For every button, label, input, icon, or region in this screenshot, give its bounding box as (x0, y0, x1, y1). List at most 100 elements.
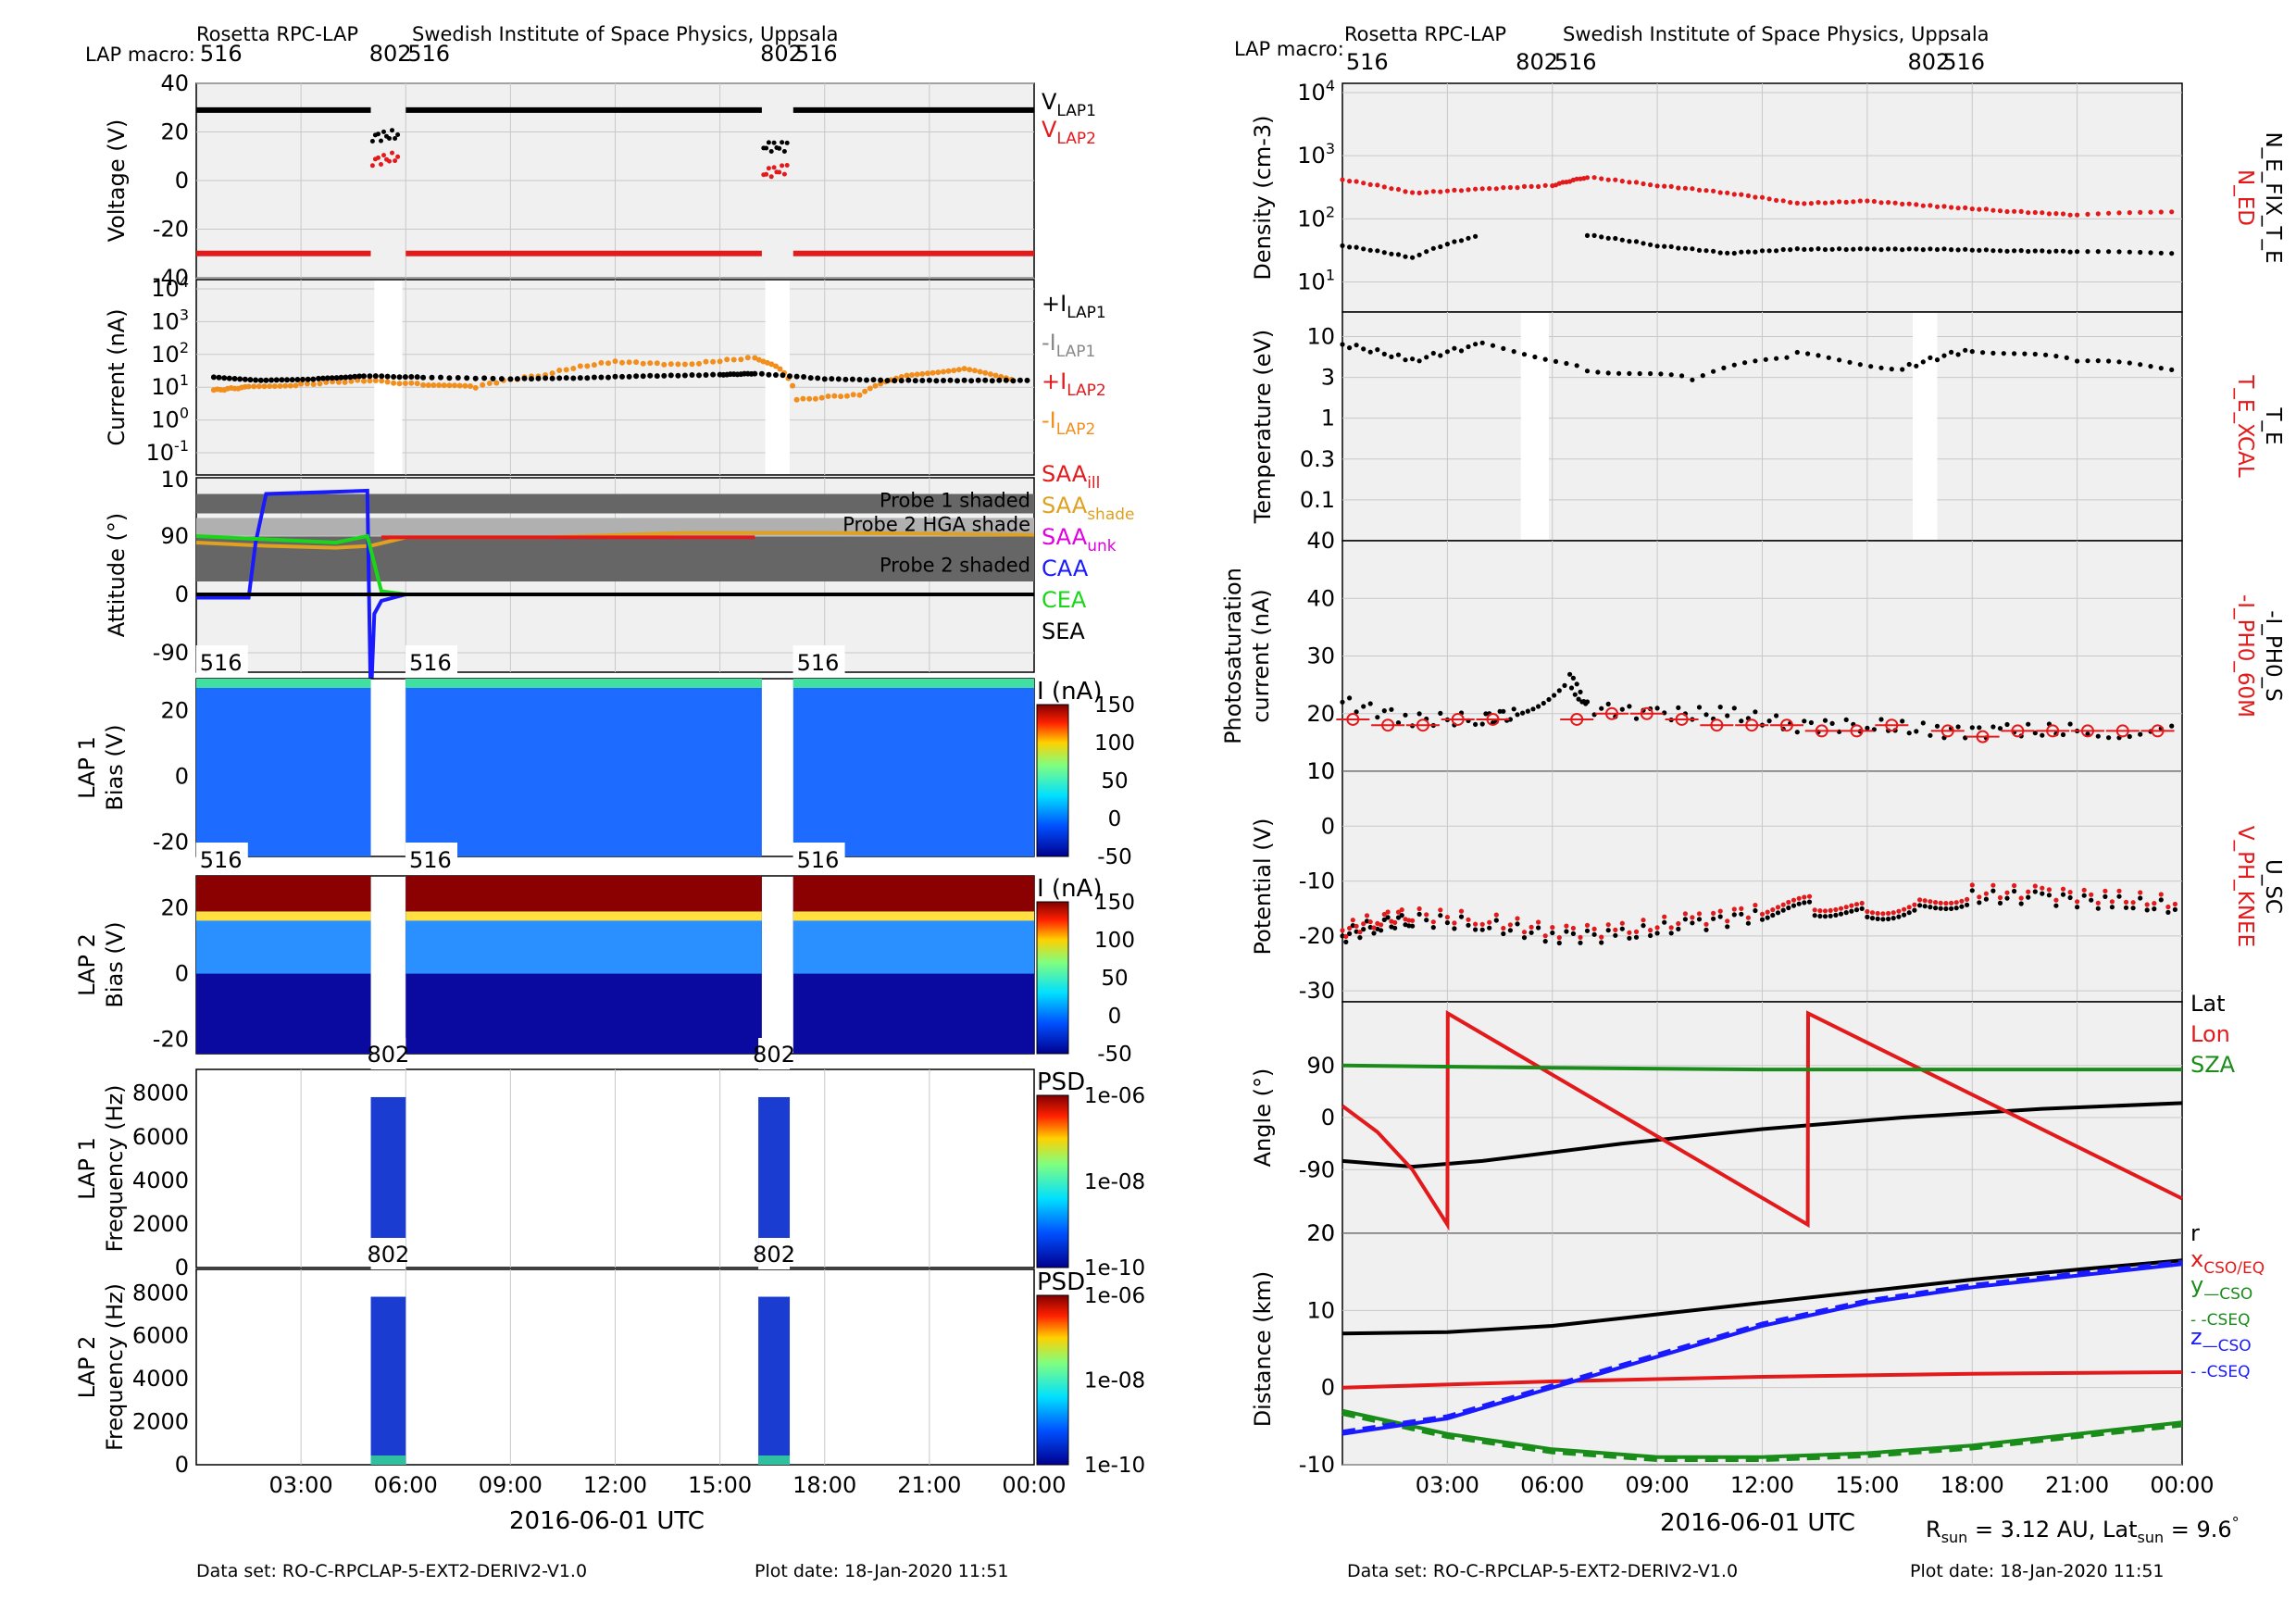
density-ned-point (1395, 186, 1402, 193)
distance-legend-entry: - -CSEQ (2190, 1363, 2250, 1381)
current-minus-ilap2-point (619, 359, 625, 366)
temperature-te-point (1466, 344, 1471, 350)
density-ne-fix-te-point (2116, 249, 2122, 255)
lap1_psd-cbar-tick: 1e-08 (1084, 1170, 1145, 1194)
density-ne-fix-te-point (1466, 235, 1471, 241)
density-ne-fix-te-point (1711, 248, 1716, 254)
lap1_sweep-heat-block (406, 679, 762, 856)
current-minus-ilap2-point (862, 388, 868, 394)
density-ned-point (1920, 203, 1926, 208)
potential-vphknee-point (1444, 915, 1450, 920)
density-ytick: 103 (1297, 140, 1335, 169)
current-plus-ilap1-point (926, 377, 932, 383)
temperature-te-point (1794, 349, 1800, 356)
potential-usc-point (1487, 925, 1492, 931)
density-ne-fix-te-point (1997, 248, 2003, 254)
density-ned-point (1892, 200, 1898, 206)
current-plus-ilap1-point (247, 377, 254, 383)
photosat-iph0s-point (1367, 701, 1373, 706)
current-minus-ilap2-point (647, 360, 654, 367)
density-ne-fix-te-point (1452, 239, 1457, 244)
density-ne-fix-te-point (1857, 246, 1863, 252)
potential-vphknee-point (1817, 908, 1823, 914)
density-ne-fix-te-point (1438, 244, 1443, 250)
density-ned-point (1354, 179, 1359, 184)
temperature-te-point (1438, 353, 1443, 358)
lap1_sweep-macro-label: 516 (200, 650, 243, 676)
density-ned-point (1403, 189, 1408, 194)
macro-id-label: 516 (1346, 49, 1389, 75)
current-ytick: 102 (151, 339, 189, 368)
lap1_sweep-ytick: -20 (153, 830, 189, 856)
potential-vphknee-point (1933, 900, 1939, 906)
density-ned-point (1605, 177, 1611, 182)
potential-usc-point (1828, 913, 1833, 918)
voltage-burst-point (771, 140, 777, 145)
temperature-te-point (1658, 371, 1664, 377)
current-plus-ilap1-point (661, 372, 668, 379)
current-minus-ilap2-point (361, 378, 367, 384)
current-minus-ilap2-point (304, 381, 310, 387)
density-ned-point (1507, 184, 1513, 191)
potential-vphknee-point (1731, 906, 1737, 912)
distance-ytick: -10 (1299, 1452, 1335, 1478)
macro-id-label: 516 (1942, 49, 1985, 75)
potential-vphknee-point (1542, 933, 1548, 939)
current-minus-ilap2-point (310, 381, 317, 387)
current-plus-ilap1-point (226, 375, 232, 381)
angle-lon-line (1341, 1010, 2183, 1231)
current-minus-ilap2-point (391, 380, 397, 386)
lap2_sweep-cbar-label: I (nA) (1037, 875, 1102, 903)
density-ned-point (1794, 200, 1800, 206)
density-ned-point (1444, 188, 1450, 194)
density-ne-fix-te-point (1367, 247, 1373, 253)
photosat-iph0s-point (1829, 720, 1835, 727)
density-ne-fix-te-point (1648, 242, 1653, 247)
distance-y-line (1341, 1408, 2183, 1459)
current-plus-ilap1-point (905, 377, 912, 383)
current-minus-ilap2-point (577, 363, 583, 369)
potential-vphknee-point (2032, 883, 2038, 889)
potential-vphknee-point (1796, 895, 1802, 901)
potential-vphknee-point (1703, 921, 1709, 927)
temperature-te-point (2022, 351, 2028, 356)
current-minus-ilap2-point (430, 382, 437, 388)
density-ned-point (1591, 175, 1597, 181)
attitude-ytick: 90 (160, 523, 189, 549)
density-ned-point (1430, 189, 1436, 194)
macro-id-label: 516 (1554, 49, 1597, 75)
photosat-iph0s-point (1546, 696, 1552, 703)
lap1_sweep-heat-block (792, 679, 1034, 856)
current-minus-ilap2-point (245, 383, 252, 390)
potential-vphknee-point (1977, 894, 1982, 900)
density-ne-fix-te-point (1717, 250, 1723, 256)
current-plus-ilap1-point (842, 376, 849, 382)
temperature-te-point (1928, 355, 1933, 360)
photosat-iph0s-point (1808, 719, 1814, 726)
density-ned-point (1928, 203, 1933, 208)
current-plus-ilap1-point (402, 374, 408, 381)
potential-usc-point (2018, 901, 2024, 906)
density-ned-point (2004, 208, 2010, 215)
current-minus-ilap2-point (317, 381, 323, 387)
current-plus-ilap1-point (640, 373, 646, 380)
temperature-te-point (2012, 351, 2017, 356)
potential-usc-point (1395, 915, 1402, 920)
attitude-legend-entry: SEA (1042, 618, 1085, 644)
current-plus-ilap1-point (821, 376, 828, 382)
current-minus-ilap2-point (654, 360, 660, 367)
density-ned-point (1969, 206, 1975, 212)
lap2_sweep-cbar-tick: 50 (1101, 967, 1128, 991)
potential-usc-point (1493, 918, 1499, 923)
current-minus-ilap2-point (408, 380, 415, 386)
density-ne-fix-te-point (1662, 244, 1667, 249)
voltage-ytick: -40 (153, 265, 189, 291)
temperature-te-point (1868, 364, 1874, 369)
attitude-legend-entry: CEA (1042, 587, 1087, 613)
potential-usc-point (1912, 907, 1917, 913)
voltage-burst-point (390, 150, 394, 156)
current-plus-ilap1-point (237, 376, 243, 382)
potential-vphknee-point (1599, 934, 1604, 940)
lap2_sweep-colorbar (1036, 901, 1069, 1055)
density-ned-point (1654, 183, 1660, 189)
